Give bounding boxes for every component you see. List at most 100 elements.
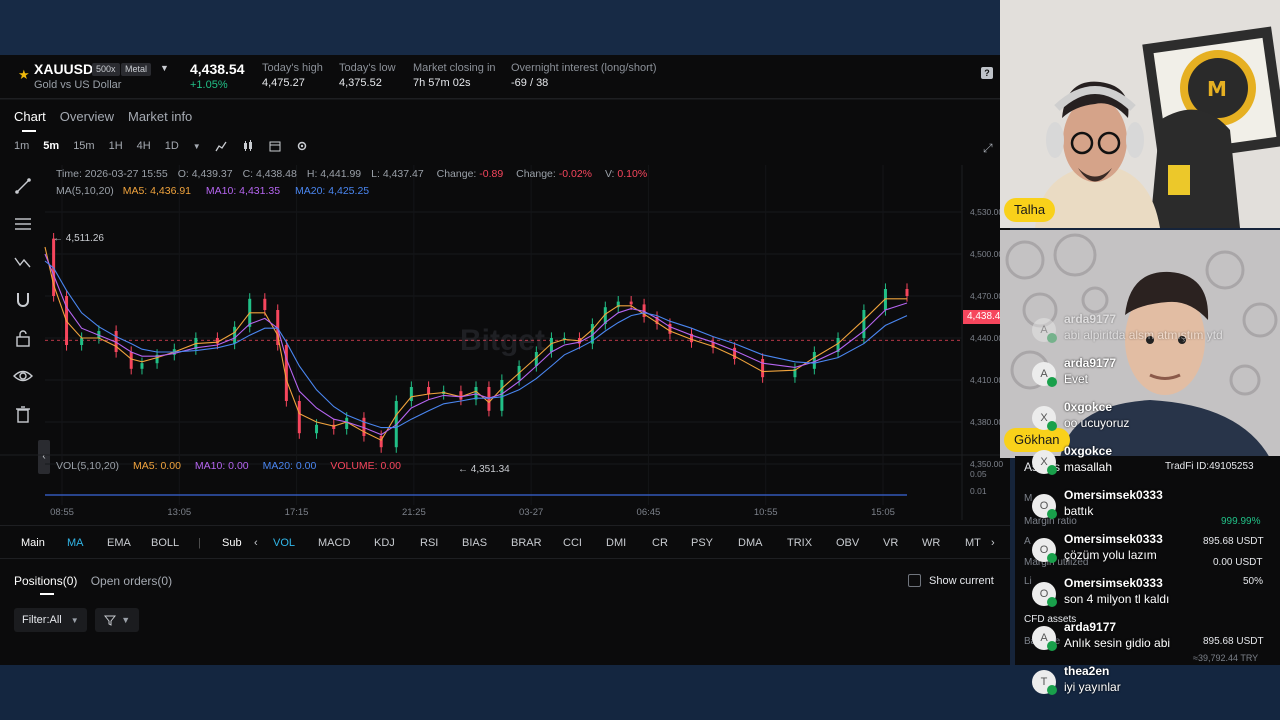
symbol-header: ★ XAUUSD 500x Metal ▼ Gold vs US Dollar … xyxy=(0,55,1010,99)
filter-options-button[interactable]: ▼ xyxy=(95,608,139,632)
indicator-brar[interactable]: BRAR xyxy=(511,537,542,549)
candle-body xyxy=(862,310,866,338)
chat-text: iyi yayınlar xyxy=(1064,680,1121,694)
indicator-obv[interactable]: OBV xyxy=(836,537,860,549)
magnet-icon[interactable] xyxy=(12,289,34,311)
candle-body xyxy=(284,345,288,401)
timeframe-more-icon[interactable]: ▼ xyxy=(192,141,201,151)
chat-username: Omersimsek0333 xyxy=(1064,532,1163,546)
symbol-dropdown-icon[interactable]: ▼ xyxy=(160,63,169,73)
ohlc-readout: Time: 2026-03-27 15:55 O: 4,439.37 C: 4,43… xyxy=(56,168,648,180)
indicator-bias[interactable]: BIAS xyxy=(462,537,488,549)
candle-body xyxy=(52,238,56,296)
indicator-wr[interactable]: WR xyxy=(922,537,941,549)
chart-tabs: Chart Overview Market info xyxy=(14,109,193,132)
sub-indicator-label: Sub xyxy=(222,537,242,549)
indicator-cr[interactable]: CR xyxy=(652,537,668,549)
tab-chart[interactable]: Chart xyxy=(14,109,46,132)
x-tick-label: 13:05 xyxy=(167,507,191,518)
indicator-vol[interactable]: VOL xyxy=(273,537,296,549)
y-tick-label: 4,470.00 xyxy=(970,291,1003,301)
chat-username: thea2en xyxy=(1064,664,1110,678)
margin-ratio-value: 999.99% xyxy=(1221,516,1261,527)
chat-text: abi alpiritda alsm atmıştım ytd xyxy=(1064,328,1223,342)
timeframe-5m[interactable]: 5m xyxy=(43,140,60,152)
indicator-rsi[interactable]: RSI xyxy=(420,537,439,549)
indicator-mt[interactable]: MT xyxy=(965,537,981,549)
indicator-psy[interactable]: PSY xyxy=(691,537,714,549)
help-icon[interactable]: ? xyxy=(981,67,993,79)
favorite-star-icon[interactable]: ★ xyxy=(18,67,30,82)
candle-body xyxy=(409,387,413,401)
chat-avatar: X xyxy=(1032,450,1057,475)
collapse-toolbar-icon[interactable]: ‹ xyxy=(38,440,50,474)
candle-body xyxy=(668,324,672,334)
show-current-toggle[interactable]: Show current xyxy=(908,574,994,587)
fullscreen-icon[interactable]: ⤢ xyxy=(983,141,993,155)
timeframe-4h[interactable]: 4H xyxy=(136,140,151,152)
balance-value: 895.68 USDT xyxy=(1203,636,1264,647)
show-current-checkbox[interactable] xyxy=(908,574,921,587)
balance-try: ≈39,792.44 TRY xyxy=(1193,653,1259,663)
chat-avatar: O xyxy=(1032,538,1057,563)
trash-icon[interactable] xyxy=(12,403,34,425)
chat-avatar: X xyxy=(1032,406,1057,431)
x-tick-label: 06:45 xyxy=(637,507,661,518)
timeframe-15m[interactable]: 15m xyxy=(73,140,95,152)
indicator-ma[interactable]: MA xyxy=(67,537,84,549)
pattern-icon[interactable] xyxy=(12,251,34,273)
leverage-badge: 500x xyxy=(92,63,120,76)
tab-overview[interactable]: Overview xyxy=(59,109,114,124)
scroll-right-icon[interactable]: › xyxy=(991,537,995,549)
indicator-macd[interactable]: MACD xyxy=(318,537,351,549)
y-tick-label: 4,410.00 xyxy=(970,375,1003,385)
chat-text: battık xyxy=(1064,504,1094,518)
filter-dropdown[interactable]: Filter:All ▼ xyxy=(14,608,87,632)
eye-icon[interactable] xyxy=(12,365,34,387)
chart-type-icon[interactable] xyxy=(215,140,227,152)
indicator-ema[interactable]: EMA xyxy=(107,537,131,549)
streamer-name-gokhan: Gökhan xyxy=(1004,428,1070,452)
indicator-trix[interactable]: TRIX xyxy=(787,537,813,549)
indicator-boll[interactable]: BOLL xyxy=(151,537,180,549)
settings-icon[interactable] xyxy=(296,140,308,152)
candle-body xyxy=(345,417,349,429)
timeframe-1d[interactable]: 1D xyxy=(164,140,179,152)
price-chart[interactable]: 4,530.00 4,500.00 4,470.00 4,440.00 4,410.00… xyxy=(0,55,1010,525)
margin-utilized-label: Margin utilized xyxy=(1024,557,1089,568)
fibonacci-icon[interactable] xyxy=(12,213,34,235)
indicator-vr[interactable]: VR xyxy=(883,537,899,549)
m-label: M xyxy=(1024,493,1033,504)
chat-avatar: T xyxy=(1032,670,1057,695)
indicator-dma[interactable]: DMA xyxy=(738,537,763,549)
y-tick-label: 4,440.00 xyxy=(970,333,1003,343)
timeframe-1h[interactable]: 1H xyxy=(108,140,123,152)
indicator-dmi[interactable]: DMI xyxy=(606,537,627,549)
indicator-cci[interactable]: CCI xyxy=(563,537,582,549)
timeframe-1m[interactable]: 1m xyxy=(14,140,30,152)
scroll-left-icon[interactable]: ‹ xyxy=(254,537,258,549)
tab-open-orders[interactable]: Open orders(0) xyxy=(90,574,173,588)
symbol-name[interactable]: XAUUSD xyxy=(34,61,94,77)
candles-icon[interactable] xyxy=(242,140,254,152)
y-tick-label: 4,380.00 xyxy=(970,417,1003,427)
candle-body xyxy=(836,338,840,352)
chat-text: masallah xyxy=(1064,460,1113,474)
available-value: 895.68 USDT xyxy=(1203,536,1264,547)
chat-username: Omersimsek0333 xyxy=(1064,488,1163,502)
candle-body xyxy=(459,391,463,400)
tab-market-info[interactable]: Market info xyxy=(127,109,193,124)
available-label: A xyxy=(1024,536,1031,547)
indicator-kdj[interactable]: KDJ xyxy=(374,537,395,549)
stat-overnight-interest: Overnight interest (long/short) -69 / 38 xyxy=(511,62,657,89)
margin-utilized-value: 0.00 USDT xyxy=(1213,557,1263,568)
assets-panel: Assets TradFi ID:49105253 M Margin ratio… xyxy=(1015,456,1280,665)
x-tick-label: 03-27 xyxy=(519,507,543,518)
x-tick-label: 08:55 xyxy=(50,507,74,518)
tab-positions[interactable]: Positions(0) xyxy=(14,574,78,588)
trendline-icon[interactable] xyxy=(12,175,34,197)
calendar-icon[interactable] xyxy=(269,140,281,152)
candle-body xyxy=(812,352,816,369)
lock-icon[interactable] xyxy=(12,327,34,349)
candle-body xyxy=(332,424,336,429)
